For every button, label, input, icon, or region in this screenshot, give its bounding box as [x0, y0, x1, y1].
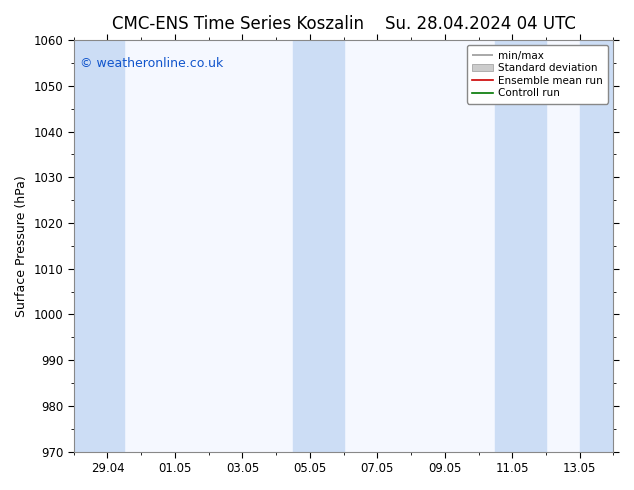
- Bar: [495, 40, 546, 452]
- Bar: [293, 40, 344, 452]
- Bar: [74, 40, 124, 452]
- Bar: [579, 40, 614, 452]
- Text: © weatheronline.co.uk: © weatheronline.co.uk: [80, 56, 223, 70]
- Title: CMC-ENS Time Series Koszalin    Su. 28.04.2024 04 UTC: CMC-ENS Time Series Koszalin Su. 28.04.2…: [112, 15, 576, 33]
- Y-axis label: Surface Pressure (hPa): Surface Pressure (hPa): [15, 175, 28, 317]
- Legend: min/max, Standard deviation, Ensemble mean run, Controll run: min/max, Standard deviation, Ensemble me…: [467, 45, 608, 103]
